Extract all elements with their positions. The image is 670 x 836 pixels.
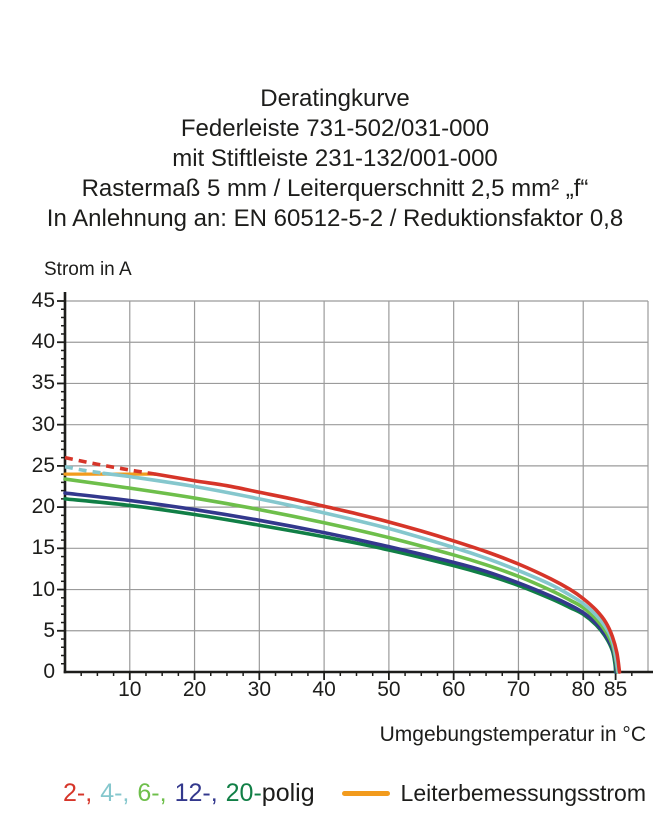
legend-pole-2-polig: 2-,	[63, 779, 93, 807]
legend-pole-counts: 2-, 4-, 6-, 12-, 20-polig	[63, 779, 315, 808]
legend-pole-12-polig: 12-,	[174, 779, 218, 807]
legend-pole-6-polig: 6-,	[137, 779, 167, 807]
legend-pole-20-polig: 20-	[225, 779, 262, 807]
chart-title: Deratingkurve	[260, 85, 410, 112]
legend-pole-4-polig: 4-,	[100, 779, 130, 807]
chart-subtitle-pitch-conductor: Rastermaß 5 mm / Leiterquerschnitt 2,5 m…	[81, 175, 589, 202]
rated-current-line-swatch	[341, 791, 390, 796]
chart-subtitle-female-connector: Federleiste 731-502/031-000	[180, 115, 490, 142]
chart-title-block: Deratingkurve Federleiste 731-502/031-00…	[0, 84, 670, 234]
y-axis-title: Strom in A	[44, 259, 132, 280]
legend-polig-suffix: polig	[261, 779, 315, 807]
curve-4-polig-dashed	[64, 464, 105, 476]
legend-rated-current: Leiterbemessungsstrom	[341, 780, 646, 807]
x-axis-title: Umgebungstemperatur in °C	[379, 723, 646, 746]
chart-subtitle-standard: In Anlehnung an: EN 60512-5-2 / Reduktio…	[46, 205, 624, 232]
curve-4-polig	[102, 471, 621, 674]
curve-2-polig	[153, 472, 622, 674]
chart-subtitle-male-header: mit Stiftleiste 231-132/001-000	[172, 145, 498, 172]
curve-2-polig-dashed	[64, 455, 156, 476]
curve-12-polig	[63, 491, 619, 674]
rated-current-label: Leiterbemessungsstrom	[400, 780, 646, 806]
chart-legend: 2-, 4-, 6-, 12-, 20-polig Leiterbemessungsst…	[63, 779, 646, 808]
curve-6-polig	[63, 477, 620, 674]
